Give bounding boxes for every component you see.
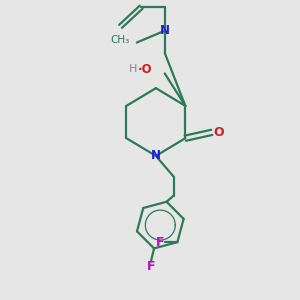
Text: O: O — [213, 126, 224, 139]
Text: F: F — [155, 236, 164, 249]
Text: F: F — [147, 260, 155, 273]
Text: ·O: ·O — [138, 62, 153, 76]
Text: N: N — [151, 149, 161, 162]
Text: N: N — [160, 24, 170, 37]
Text: CH₃: CH₃ — [110, 34, 129, 45]
Text: H: H — [128, 64, 137, 74]
